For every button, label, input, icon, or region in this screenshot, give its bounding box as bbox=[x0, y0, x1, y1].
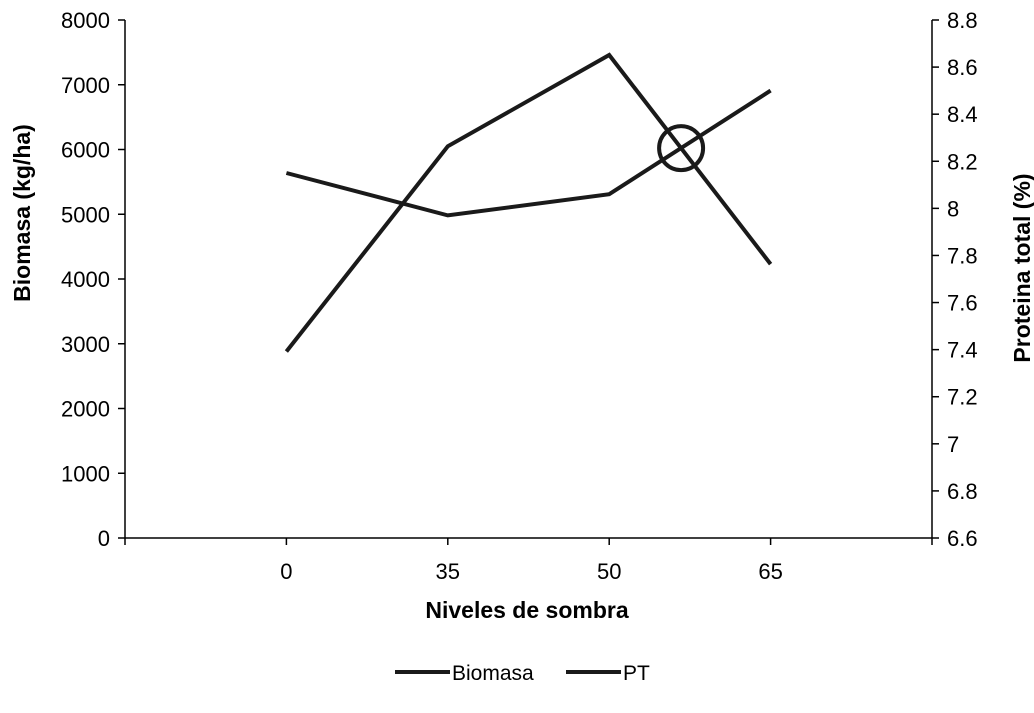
x-tick-label: 50 bbox=[597, 559, 621, 584]
right-y-ticks: 6.6 6.8 7 7.2 7.4 7.6 7.8 8 8.2 8.4 8.6 8.8 bbox=[932, 8, 978, 551]
right-tick-label: 6.6 bbox=[947, 526, 978, 551]
left-tick-label: 0 bbox=[98, 526, 110, 551]
left-y-ticks: 0 1000 2000 3000 4000 5000 6000 7000 8000 bbox=[61, 8, 125, 551]
right-tick-label: 7.8 bbox=[947, 243, 978, 268]
x-tick-label: 35 bbox=[436, 559, 460, 584]
left-tick-label: 7000 bbox=[61, 73, 110, 98]
right-tick-label: 7.4 bbox=[947, 338, 978, 363]
legend: Biomasa PT bbox=[395, 662, 650, 685]
right-tick-label: 7.2 bbox=[947, 385, 978, 410]
x-tick-label: 0 bbox=[280, 559, 292, 584]
left-tick-label: 1000 bbox=[61, 461, 110, 486]
x-tick-label: 65 bbox=[758, 559, 782, 584]
legend-label-biomasa: Biomasa bbox=[452, 662, 534, 685]
left-tick-label: 6000 bbox=[61, 138, 110, 163]
series-layer bbox=[284, 52, 773, 353]
right-tick-label: 8.6 bbox=[947, 55, 978, 80]
left-tick-label: 4000 bbox=[61, 267, 110, 292]
series-line-biomasa bbox=[284, 52, 773, 353]
left-tick-label: 2000 bbox=[61, 397, 110, 422]
left-tick-label: 5000 bbox=[61, 202, 110, 227]
crossing-annotation-circle bbox=[657, 124, 706, 173]
right-tick-label: 6.8 bbox=[947, 479, 978, 504]
left-tick-label: 8000 bbox=[61, 8, 110, 33]
right-tick-label: 8 bbox=[947, 196, 959, 221]
x-axis-title: Niveles de sombra bbox=[425, 597, 628, 623]
right-tick-label: 7 bbox=[947, 432, 959, 457]
right-tick-label: 7.6 bbox=[947, 291, 978, 316]
legend-label-pt: PT bbox=[623, 662, 650, 685]
series-line-pt bbox=[285, 88, 772, 218]
right-y-axis-title: Proteina total (%) bbox=[1009, 173, 1034, 362]
x-ticks: 0 35 50 65 bbox=[124, 538, 933, 584]
left-tick-label: 3000 bbox=[61, 332, 110, 357]
right-tick-label: 8.4 bbox=[947, 102, 978, 127]
right-tick-label: 8.8 bbox=[947, 8, 978, 33]
axes bbox=[124, 20, 933, 539]
right-tick-label: 8.2 bbox=[947, 149, 978, 174]
left-y-axis-title: Biomasa (kg/ha) bbox=[9, 124, 35, 302]
